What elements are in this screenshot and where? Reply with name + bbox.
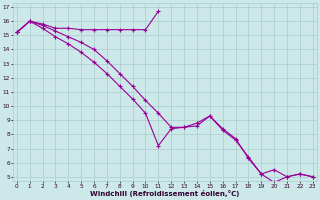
X-axis label: Windchill (Refroidissement éolien,°C): Windchill (Refroidissement éolien,°C) — [90, 190, 239, 197]
